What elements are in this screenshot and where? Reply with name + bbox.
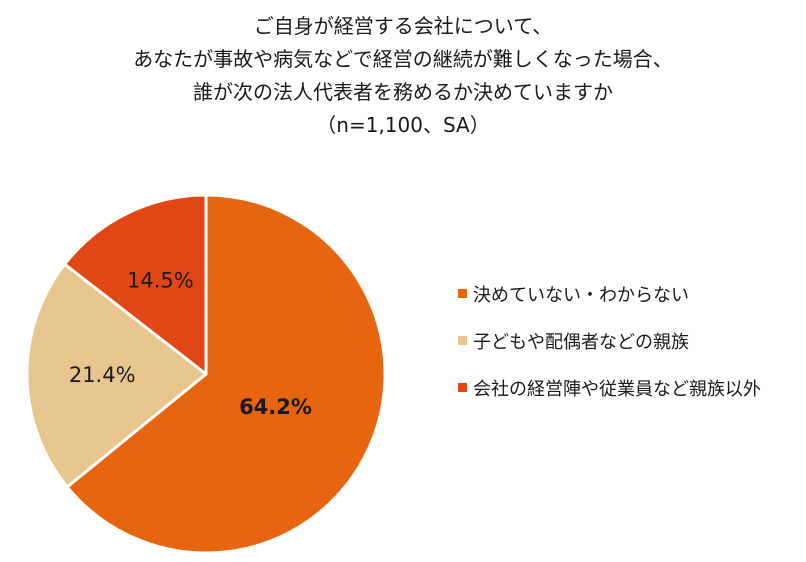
legend-item-relatives: 子どもや配偶者などの親族 xyxy=(458,317,761,364)
legend-label-relatives: 子どもや配偶者などの親族 xyxy=(473,331,689,353)
legend-label-undecided: 決めていない・わからない xyxy=(473,284,689,306)
legend-item-non-relatives: 会社の経営陣や従業員など親族以外 xyxy=(458,364,761,411)
pie-slices xyxy=(25,193,387,555)
pie-slice-non-relatives xyxy=(63,193,208,376)
legend: 決めていない・わからない 子どもや配偶者などの親族 会社の経営陣や従業員など親族… xyxy=(458,270,761,411)
slice-label-non-relatives: 14.5% xyxy=(127,269,194,293)
legend-label-non-relatives: 会社の経営陣や従業員など親族以外 xyxy=(473,378,761,400)
legend-item-undecided: 決めていない・わからない xyxy=(458,270,761,317)
pie-slice-undecided xyxy=(65,193,387,555)
title-line-2: あなたが事故や病気などで経営の継続が難しくなった場合、 xyxy=(133,47,673,71)
legend-swatch-relatives xyxy=(458,336,467,345)
title-line-1: ご自身が経営する会社について、 xyxy=(253,14,553,38)
pie-labels: 64.2% 21.4% 14.5% xyxy=(69,269,312,419)
legend-swatch-non-relatives xyxy=(458,383,467,392)
slice-label-relatives: 21.4% xyxy=(69,363,136,387)
pie-slice-relatives xyxy=(25,262,208,489)
title-line-3: 誰が次の法人代表者を務めるか決めていますか xyxy=(193,80,613,104)
title-line-4: （n=1,100、SA） xyxy=(316,113,490,137)
slice-label-undecided: 64.2% xyxy=(239,395,312,419)
chart-title: ご自身が経営する会社について、 あなたが事故や病気などで経営の継続が難しくなった… xyxy=(0,10,806,142)
legend-swatch-undecided xyxy=(458,289,467,298)
